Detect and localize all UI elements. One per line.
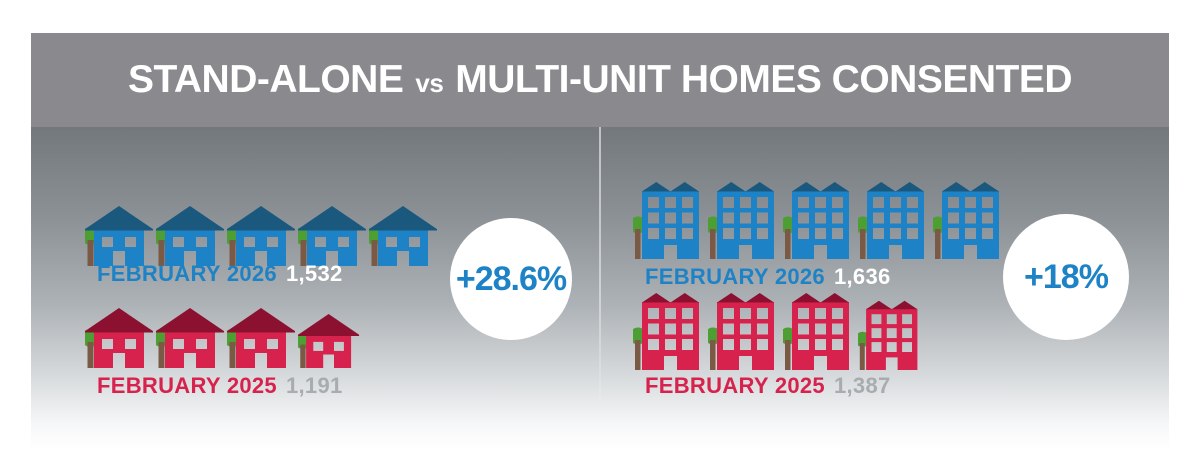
title-bar: STAND-ALONE vs MULTI-UNIT HOMES CONSENTED — [31, 33, 1169, 127]
page-title: STAND-ALONE vs MULTI-UNIT HOMES CONSENTED — [127, 58, 1073, 102]
stand-alone-icon-row-february-2026 — [81, 204, 439, 271]
stand-alone-icon-row-february-2025 — [81, 306, 366, 373]
house-icon — [294, 306, 366, 373]
apartment-building-icon — [629, 292, 701, 375]
house-icon — [152, 306, 226, 373]
house-icon — [223, 204, 297, 271]
house-icon — [81, 204, 155, 271]
multi-unit-label-row: FEBRUARY 2026 1,636 — [645, 264, 891, 290]
percent-change-value: +18% — [1024, 257, 1109, 296]
period-label: FEBRUARY 2025 — [97, 373, 277, 398]
house-icon — [81, 306, 155, 373]
apartment-building-icon — [704, 181, 776, 264]
apartment-building-icon — [704, 292, 776, 375]
period-label: FEBRUARY 2025 — [645, 373, 825, 398]
consent-count-value: 1,387 — [833, 373, 891, 398]
stand-alone-percent-change-badge: +28.6% — [450, 218, 572, 340]
apartment-building-icon — [854, 181, 926, 264]
stand-alone-label-row: FEBRUARY 2025 1,191 — [97, 373, 343, 399]
multi-unit-percent-change-badge: +18% — [1003, 214, 1129, 340]
apartment-building-icon — [854, 292, 926, 375]
consent-count-value: 1,532 — [285, 261, 343, 286]
apartment-building-icon — [929, 181, 1001, 264]
house-icon — [152, 204, 226, 271]
house-icon — [294, 204, 368, 271]
consent-count-value: 1,636 — [833, 264, 891, 289]
stand-alone-label-row: FEBRUARY 2026 1,532 — [97, 261, 343, 287]
panel-divider — [599, 127, 601, 417]
house-icon — [223, 306, 297, 373]
apartment-building-icon — [629, 181, 701, 264]
period-label: FEBRUARY 2026 — [97, 261, 277, 286]
title-vs: vs — [415, 68, 444, 98]
multi-unit-label-row: FEBRUARY 2025 1,387 — [645, 373, 891, 399]
house-icon — [365, 204, 439, 271]
percent-change-value: +28.6% — [455, 259, 567, 298]
title-right: MULTI-UNIT HOMES CONSENTED — [455, 58, 1073, 101]
title-left: STAND-ALONE — [127, 58, 404, 101]
infographic-canvas: STAND-ALONE vs MULTI-UNIT HOMES CONSENTED … — [31, 33, 1169, 450]
multi-unit-icon-row-february-2026 — [629, 181, 1001, 264]
apartment-building-icon — [779, 181, 851, 264]
chart-area: FEBRUARY 2026 1,532 FEBRUARY 2025 1,191 +28.… — [31, 127, 1169, 450]
apartment-building-icon — [779, 292, 851, 375]
consent-count-value: 1,191 — [285, 373, 343, 398]
period-label: FEBRUARY 2026 — [645, 264, 825, 289]
multi-unit-icon-row-february-2025 — [629, 292, 926, 375]
